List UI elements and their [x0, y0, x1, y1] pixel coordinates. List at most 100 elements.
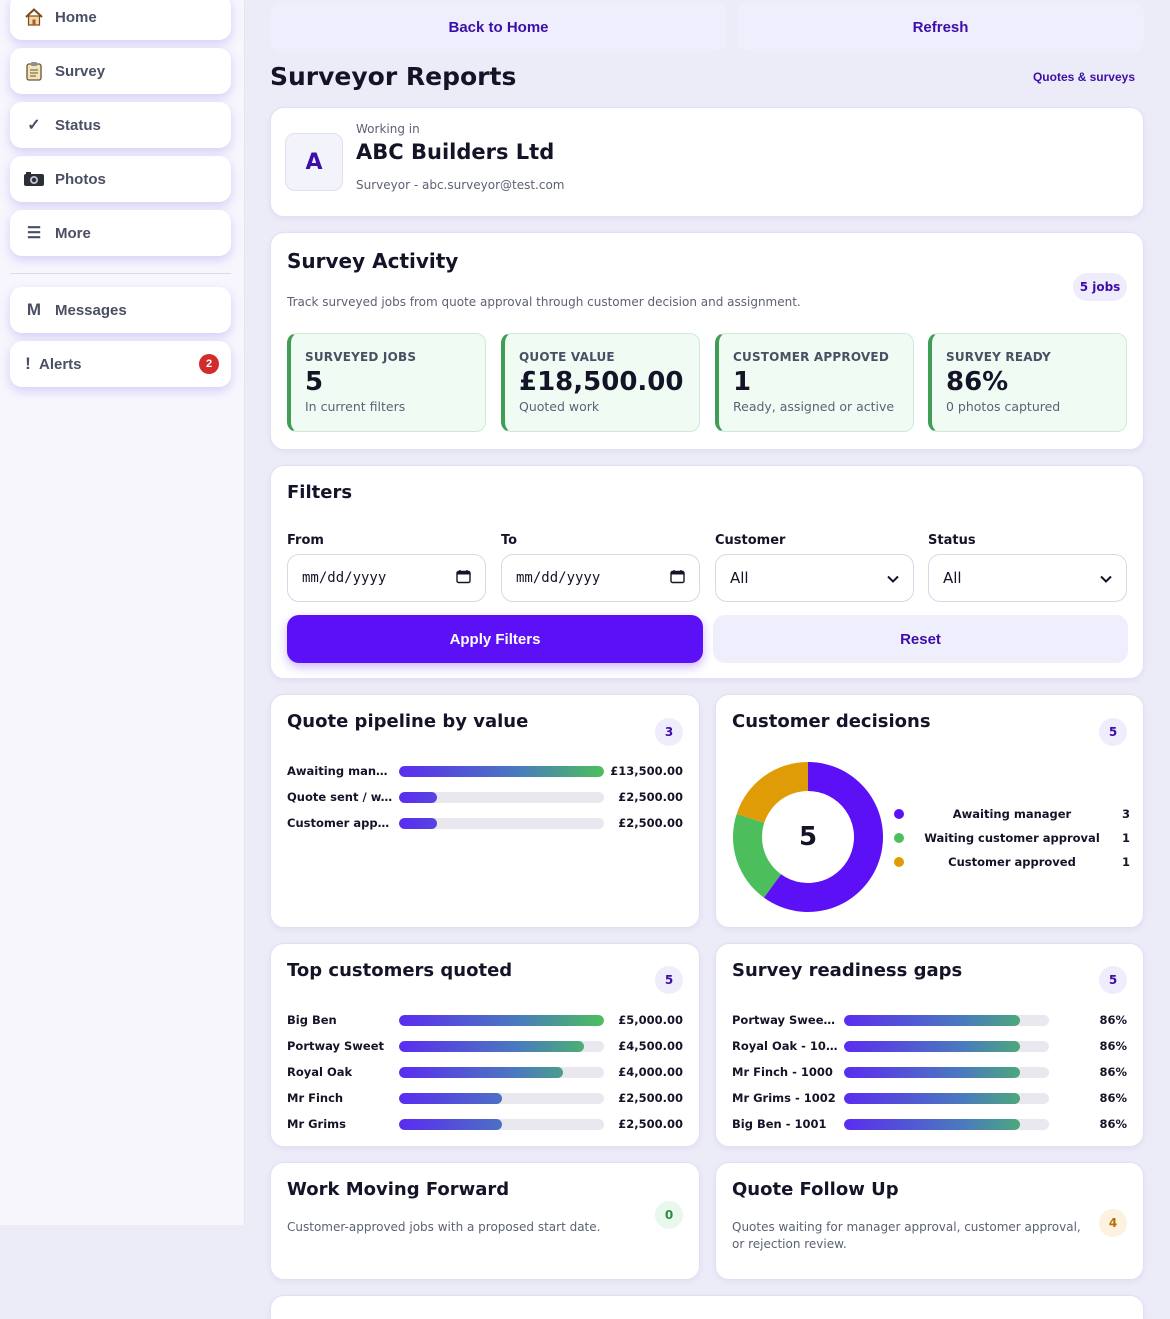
house-icon — [23, 7, 45, 27]
user-info: Surveyor - abc.surveyor@test.com — [356, 178, 565, 192]
donut-slice — [763, 762, 883, 912]
bar-label: Portway Sweet — [287, 1039, 385, 1053]
sidebar-item-photos[interactable]: Photos — [10, 156, 231, 202]
clipboard-icon — [23, 61, 45, 81]
bar-fill — [844, 1092, 1021, 1104]
bar-value: £2,500.00 — [618, 1117, 683, 1131]
bar-track — [399, 1040, 604, 1052]
bar-track — [844, 1014, 1049, 1026]
sidebar-item-messages[interactable]: M Messages — [10, 287, 231, 333]
bar-label: Royal Oak - 1003 — [732, 1039, 838, 1053]
sidebar-item-label: More — [55, 224, 91, 242]
customer-select[interactable]: All — [715, 554, 914, 602]
company-name: ABC Builders Ltd — [356, 140, 555, 164]
workspace-card: A Working in ABC Builders Ltd Surveyor -… — [270, 107, 1144, 217]
sidebar-item-survey[interactable]: Survey — [10, 48, 231, 94]
sidebar-item-label: Messages — [55, 301, 127, 319]
from-date-input[interactable]: mm/dd/yyyy — [287, 554, 486, 602]
stat-label: CUSTOMER APPROVED — [733, 350, 889, 364]
customer-label: Customer — [715, 533, 786, 548]
bar-value: £5,000.00 — [618, 1013, 683, 1027]
donut-slice — [733, 813, 781, 898]
next-section-card — [270, 1295, 1144, 1319]
stat-sub: Quoted work — [519, 399, 600, 414]
status-select[interactable]: All — [928, 554, 1127, 602]
bar-value: £4,500.00 — [618, 1039, 683, 1053]
legend-count: 3 — [1121, 807, 1130, 821]
bar-fill — [399, 1118, 502, 1130]
section-title: Customer decisions — [732, 711, 931, 732]
section-title: Survey readiness gaps — [732, 960, 963, 981]
stat-survey-ready: SURVEY READY 86% 0 photos captured — [928, 333, 1127, 432]
bar-label: Quote sent / w... — [287, 790, 393, 804]
bar-row: Mr Finch - 1000 86% — [732, 1065, 1127, 1079]
apply-filters-button[interactable]: Apply Filters — [287, 615, 703, 663]
checkmark-icon: ✓ — [27, 117, 41, 134]
card-description: Quotes waiting for manager approval, cus… — [732, 1220, 1081, 1251]
legend-item: Waiting customer approval 1 — [894, 830, 1130, 846]
sidebar-item-home[interactable]: Home — [10, 0, 231, 40]
card-description: Customer-approved jobs with a proposed s… — [287, 1220, 601, 1234]
bar-track — [399, 1118, 604, 1130]
stat-value: 1 — [733, 367, 752, 397]
reset-button[interactable]: Reset — [713, 615, 1128, 663]
jobs-count-badge: 5 jobs — [1073, 273, 1127, 301]
sidebar-item-label: Alerts — [39, 355, 82, 373]
count-badge: 5 — [1099, 718, 1127, 746]
to-date-input[interactable]: mm/dd/yyyy — [501, 554, 700, 602]
bar-value: 86% — [1099, 1013, 1127, 1027]
bar-track — [844, 1092, 1049, 1104]
count-badge: 3 — [655, 718, 683, 746]
sidebar-item-more[interactable]: ☰ More — [10, 210, 231, 256]
bar-label: Awaiting mana... — [287, 764, 393, 778]
bar-fill — [399, 1040, 584, 1052]
bar-label: Mr Grims — [287, 1117, 346, 1131]
donut-chart — [733, 762, 883, 912]
customer-select-value: All — [730, 569, 749, 587]
bar-track — [399, 765, 604, 777]
calendar-icon[interactable] — [456, 569, 471, 588]
bar-fill — [844, 1118, 1021, 1130]
sidebar-item-status[interactable]: ✓ Status — [10, 102, 231, 148]
bar-label: Mr Finch — [287, 1091, 344, 1105]
chevron-down-icon — [887, 569, 899, 587]
bar-fill — [844, 1014, 1021, 1026]
legend-item: Customer approved 1 — [894, 854, 1130, 870]
stat-surveyed-jobs: SURVEYED JOBS 5 In current filters — [287, 333, 486, 432]
bar-row: Mr Grims - 1002 86% — [732, 1091, 1127, 1105]
bar-value: £2,500.00 — [618, 816, 683, 830]
quotes-surveys-link[interactable]: Quotes & surveys — [1032, 70, 1135, 84]
bar-fill — [844, 1040, 1021, 1052]
bar-row: Mr Grims £2,500.00 — [287, 1117, 683, 1131]
survey-activity-card: Survey Activity 5 jobs Track surveyed jo… — [270, 232, 1144, 450]
bar-label: Big Ben - 1001 — [732, 1117, 827, 1131]
section-title: Filters — [287, 482, 353, 503]
to-label: To — [501, 533, 518, 548]
sidebar-item-label: Home — [55, 8, 97, 26]
legend-count: 1 — [1121, 831, 1130, 845]
sidebar-item-label: Status — [55, 116, 101, 134]
bar-row: Awaiting mana... £13,500.00 — [287, 764, 683, 778]
donut-slice — [736, 762, 808, 823]
work-moving-forward-card: Work Moving Forward 0 Customer-approved … — [270, 1162, 700, 1280]
bar-track — [844, 1118, 1049, 1130]
bar-label: Mr Grims - 1002 — [732, 1091, 836, 1105]
refresh-button[interactable]: Refresh — [737, 3, 1144, 51]
stat-sub: 0 photos captured — [946, 399, 1061, 414]
sidebar-item-alerts[interactable]: ! Alerts 2 — [10, 341, 231, 387]
count-badge: 5 — [655, 966, 683, 994]
bar-value: £13,500.00 — [610, 764, 683, 778]
sidebar-item-label: Survey — [55, 62, 106, 80]
stat-label: SURVEY READY — [946, 350, 1051, 364]
count-badge: 4 — [1099, 1209, 1127, 1237]
bar-value: £2,500.00 — [618, 790, 683, 804]
bar-label: Mr Finch - 1000 — [732, 1065, 833, 1079]
bar-value: 86% — [1099, 1065, 1127, 1079]
back-to-home-button[interactable]: Back to Home — [270, 3, 727, 51]
quote-pipeline-card: Quote pipeline by value 3 Awaiting mana.… — [270, 694, 700, 928]
stat-value: 5 — [305, 367, 324, 397]
menu-icon: ☰ — [26, 225, 42, 242]
chevron-down-icon — [1100, 569, 1112, 587]
calendar-icon[interactable] — [670, 569, 685, 588]
sidebar-divider — [10, 273, 231, 274]
